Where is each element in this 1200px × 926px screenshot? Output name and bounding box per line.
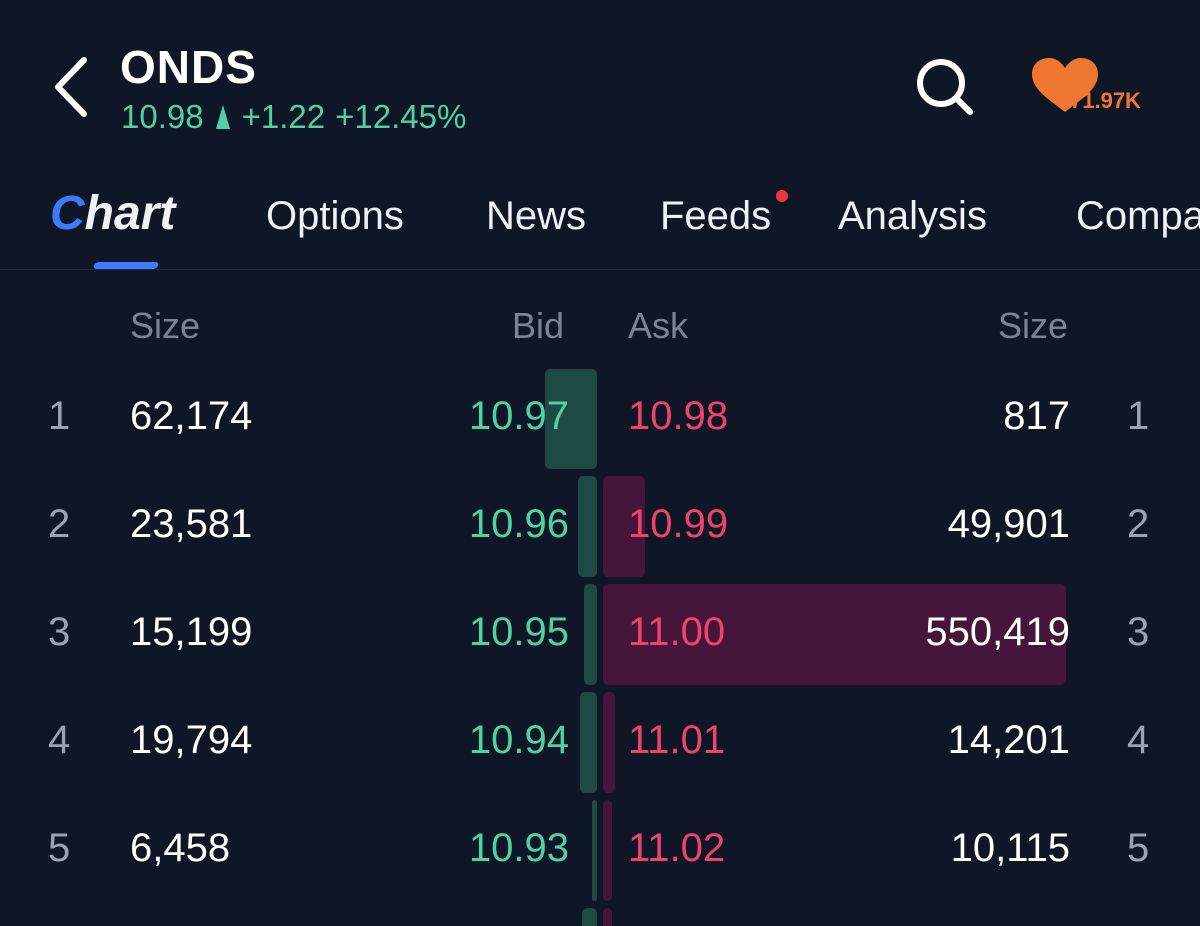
ask-price: 11.02 <box>628 826 726 870</box>
chevron-left-icon <box>55 57 87 117</box>
tab-company[interactable]: Compa <box>1076 194 1200 238</box>
bid-level: 5 <box>48 826 71 870</box>
order-book-row[interactable]: 1 62,174 10.97 10.98 817 1 <box>0 368 1200 469</box>
bid-depth-bar <box>582 908 597 926</box>
ask-size: 49,901 <box>947 502 1070 546</box>
ask-price: 11.01 <box>628 718 726 762</box>
search-button[interactable] <box>914 56 976 118</box>
ask-level: 5 <box>1127 826 1150 870</box>
ask-price: 11.00 <box>628 610 726 654</box>
feeds-notification-dot <box>776 190 788 202</box>
ask-level: 2 <box>1127 502 1150 546</box>
up-arrow-icon <box>215 105 230 129</box>
ask-depth-bar <box>603 584 1066 685</box>
order-book-row[interactable]: 2 23,581 10.96 10.99 49,901 2 <box>0 476 1200 577</box>
tab-bar: Chart Options News Feeds Analysis Compa <box>0 180 1200 270</box>
tab-feeds[interactable]: Feeds <box>660 194 772 238</box>
ticker-symbol: ONDS <box>120 41 257 93</box>
price-change: +1.22 <box>241 98 326 135</box>
active-tab-indicator <box>92 262 160 269</box>
tab-analysis[interactable]: Analysis <box>838 194 987 238</box>
ask-size-header: Size <box>998 305 1069 346</box>
bid-price: 10.93 <box>468 826 569 870</box>
bid-depth-bar <box>545 369 597 469</box>
bid-header: Bid <box>512 305 565 346</box>
ask-size: 550,419 <box>925 610 1070 654</box>
bid-level: 1 <box>48 394 71 438</box>
bid-level: 3 <box>48 610 71 654</box>
bid-level: 2 <box>48 502 71 546</box>
watchlist-heart-button[interactable]: 71.97K <box>1030 58 1170 118</box>
bid-depth-bar <box>592 800 597 901</box>
bid-size: 23,581 <box>130 502 253 546</box>
ask-header: Ask <box>628 305 689 346</box>
bid-price: 10.97 <box>468 394 569 438</box>
ask-depth-bar <box>603 908 612 926</box>
back-button[interactable] <box>48 52 98 122</box>
ask-size: 817 <box>1003 394 1070 438</box>
search-icon <box>917 59 973 115</box>
bid-depth-bar <box>584 584 597 685</box>
bid-level: 4 <box>48 718 71 762</box>
tab-chart-label: hart <box>84 187 176 240</box>
bid-size: 62,174 <box>130 394 253 438</box>
bid-size: 15,199 <box>130 610 253 654</box>
ask-depth-bar <box>603 692 615 793</box>
ask-level: 4 <box>1127 718 1150 762</box>
bid-price: 10.94 <box>468 718 569 762</box>
ask-depth-bar <box>603 476 645 577</box>
bid-size: 19,794 <box>130 718 253 762</box>
ask-size: 14,201 <box>947 718 1070 762</box>
tab-options[interactable]: Options <box>266 194 404 238</box>
quote-summary: 10.98 +1.22 +12.45% <box>121 98 466 136</box>
followers-count: 71.97K <box>1070 88 1141 113</box>
order-book-row[interactable]: 5 6,458 10.93 11.02 10,115 5 <box>0 800 1200 901</box>
bid-size-header: Size <box>130 305 201 346</box>
bid-depth-bar <box>580 692 597 793</box>
order-book-row[interactable]: 4 19,794 10.94 11.01 14,201 4 <box>0 692 1200 793</box>
ask-price: 10.99 <box>628 502 729 546</box>
bid-price: 10.96 <box>468 502 569 546</box>
bid-size: 6,458 <box>130 826 231 870</box>
heart-icon <box>1032 58 1098 112</box>
tab-chart-initial: C <box>50 187 85 240</box>
order-book-row[interactable]: 3 15,199 10.95 11.00 550,419 3 <box>0 584 1200 685</box>
last-price: 10.98 <box>121 98 204 135</box>
bid-depth-bar <box>578 476 597 577</box>
bid-price: 10.95 <box>468 610 569 654</box>
price-change-percent: +12.45% <box>335 98 467 135</box>
ask-level: 3 <box>1127 610 1150 654</box>
tab-news[interactable]: News <box>486 194 587 238</box>
ask-price: 10.98 <box>628 394 729 438</box>
tab-chart[interactable]: Chart <box>50 186 175 241</box>
ask-depth-bar <box>603 800 612 901</box>
ask-size: 10,115 <box>950 826 1070 870</box>
ask-level: 1 <box>1127 394 1150 438</box>
